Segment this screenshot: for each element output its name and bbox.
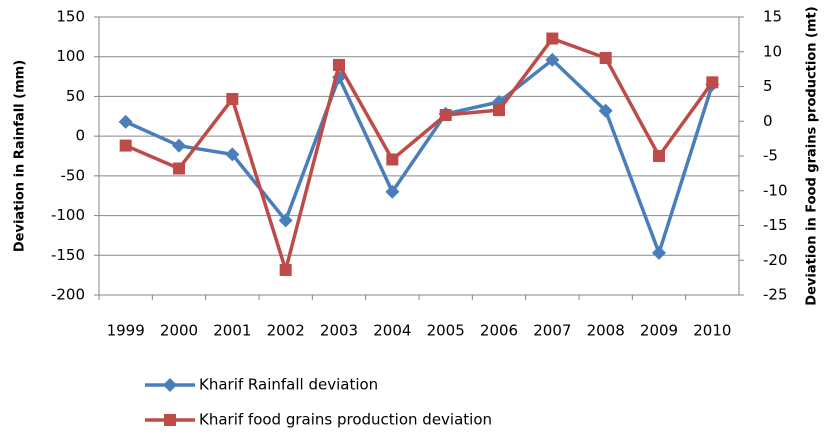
y2-tick-label: -5 xyxy=(763,147,778,165)
x-tick-label: 2004 xyxy=(373,322,411,340)
y2-tick-label: -25 xyxy=(763,286,788,304)
point xyxy=(173,162,185,175)
point xyxy=(652,245,666,260)
x-tick-label: 2003 xyxy=(320,322,358,340)
point xyxy=(653,150,665,162)
legend-label: Kharif food grains production deviation xyxy=(199,411,492,429)
point xyxy=(706,76,719,89)
x-tick-label: 1999 xyxy=(107,322,145,340)
y2-tick-label: -20 xyxy=(763,251,788,269)
x-tick-label: 2006 xyxy=(480,322,518,340)
point xyxy=(546,32,559,45)
y-tick-label: 50 xyxy=(66,87,85,105)
point xyxy=(598,103,613,118)
y2-tick-label: -10 xyxy=(763,181,788,199)
point xyxy=(119,139,132,152)
x-tick-label: 2010 xyxy=(693,322,731,340)
y-axis-title: Deviation in Rainfall (mm) xyxy=(13,60,28,252)
point xyxy=(226,93,239,106)
y2-tick-label: -15 xyxy=(763,216,788,234)
point xyxy=(172,138,186,153)
y-tick-label: 150 xyxy=(56,8,85,26)
x-tick-label: 2005 xyxy=(427,322,465,340)
point xyxy=(118,114,133,129)
x-tick-label: 2000 xyxy=(160,322,198,340)
legend-marker xyxy=(164,414,176,426)
y-tick-label: 0 xyxy=(75,127,85,145)
series-line xyxy=(124,57,715,259)
y-tick-label: -50 xyxy=(61,166,86,184)
y2-tick-label: 15 xyxy=(763,8,782,26)
point xyxy=(493,104,505,117)
y-tick-label: -100 xyxy=(51,206,85,224)
point xyxy=(225,147,240,162)
legend-marker xyxy=(163,378,177,392)
legend-label: Kharif Rainfall deviation xyxy=(199,376,378,394)
x-tick-label: 2002 xyxy=(267,322,305,340)
x-tick-label: 2009 xyxy=(640,322,678,340)
x-tick-label: 2008 xyxy=(587,322,625,340)
y2-tick-label: 5 xyxy=(763,77,773,95)
y2-axis-title: Deviation in Food grains production (mt) xyxy=(805,6,820,305)
point xyxy=(278,213,293,228)
y-tick-label: -150 xyxy=(51,246,85,264)
point xyxy=(386,153,399,166)
x-tick-label: 2001 xyxy=(213,322,251,340)
y2-tick-label: 10 xyxy=(763,42,782,60)
point xyxy=(333,58,345,71)
point xyxy=(385,184,400,199)
x-tick-label: 2007 xyxy=(533,322,571,340)
y-tick-label: -200 xyxy=(51,286,85,304)
y-tick-label: 100 xyxy=(56,47,85,65)
point xyxy=(545,52,560,67)
point xyxy=(279,263,292,276)
point xyxy=(439,108,452,121)
y2-tick-label: 0 xyxy=(763,112,773,130)
point xyxy=(599,52,612,65)
series-line xyxy=(124,36,714,277)
